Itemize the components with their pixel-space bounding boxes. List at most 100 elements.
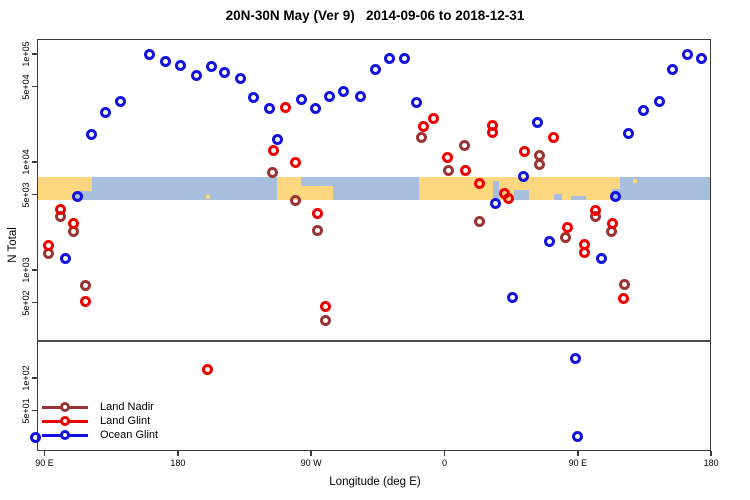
x-axis-title: Longitude (deg E) [329, 476, 421, 488]
point-ocean-glint [144, 49, 156, 61]
point-ocean-glint [609, 190, 621, 202]
point-land-glint [487, 127, 499, 139]
point-ocean-glint [354, 90, 366, 102]
point-land-nadir [474, 215, 486, 227]
y-tick-mark [32, 85, 37, 88]
point-ocean-glint [30, 432, 42, 444]
point-ocean-glint [532, 117, 544, 129]
point-land-glint [80, 295, 92, 307]
point-land-glint [474, 177, 486, 189]
y-tick-label: 1e+04 [21, 149, 31, 175]
point-ocean-glint [219, 66, 231, 78]
y-tick-label: 5e+01 [21, 397, 31, 424]
point-land-nadir [619, 278, 631, 290]
point-ocean-glint [72, 190, 84, 202]
point-land-nadir [533, 158, 545, 170]
x-tick-label: 180 [703, 458, 719, 468]
point-ocean-glint [190, 70, 202, 82]
legend-item-land-nadir: Land Nadir [42, 400, 158, 414]
y-tick-label: 5e+04 [21, 73, 31, 100]
point-land-nadir [312, 225, 324, 237]
point-ocean-glint [667, 63, 679, 75]
point-ocean-glint [569, 353, 581, 365]
land-nadir-symbol-icon [42, 400, 88, 414]
point-ocean-glint [596, 252, 608, 264]
land-segment [206, 195, 210, 199]
land-segment [612, 177, 620, 189]
land-segment [419, 177, 612, 200]
point-ocean-glint [543, 235, 555, 247]
threshold-line [37, 340, 711, 342]
point-ocean-glint [234, 72, 246, 84]
ocean-segment [554, 194, 562, 200]
point-ocean-glint [517, 170, 529, 182]
y-tick-label: 1e+02 [21, 365, 31, 391]
point-ocean-glint [85, 129, 97, 141]
x-tick-label: 90 E [568, 458, 588, 468]
point-ocean-glint [681, 49, 693, 61]
point-ocean-glint [205, 60, 217, 72]
legend: Land Nadir Land Glint Ocean Glint [42, 400, 158, 442]
point-land-nadir [320, 314, 332, 326]
point-land-glint [201, 363, 213, 375]
legend-item-land-glint: Land Glint [42, 414, 158, 428]
point-land-glint [618, 292, 630, 304]
point-ocean-glint [506, 291, 518, 303]
point-ocean-glint [160, 55, 172, 67]
point-land-glint [268, 144, 280, 156]
x-tick-label: 90 E [35, 458, 54, 468]
y-tick-label: 5e+03 [21, 181, 31, 208]
point-land-glint [548, 132, 560, 144]
point-land-glint [442, 152, 454, 164]
x-tick-mark [577, 451, 579, 456]
point-land-glint [54, 203, 66, 215]
y-axis-title: N Total [7, 227, 19, 263]
point-land-nadir [459, 140, 471, 152]
point-land-glint [607, 217, 619, 229]
point-ocean-glint [572, 430, 584, 442]
point-ocean-glint [337, 85, 349, 97]
point-ocean-glint [324, 91, 336, 103]
point-ocean-glint [174, 59, 186, 71]
x-tick-mark [710, 451, 712, 456]
x-tick-label: 90 W [300, 458, 322, 468]
x-tick-mark [310, 451, 312, 456]
point-ocean-glint [696, 53, 708, 65]
y-tick-mark [32, 301, 37, 304]
point-land-glint [460, 164, 472, 176]
y-tick-label: 1e+05 [21, 41, 31, 67]
point-ocean-glint [271, 133, 283, 145]
legend-label: Land Nadir [100, 401, 154, 413]
point-land-glint [519, 145, 531, 157]
point-land-nadir [290, 195, 302, 207]
point-ocean-glint [637, 105, 649, 117]
point-land-glint [320, 301, 332, 313]
point-land-nadir [80, 279, 92, 291]
point-ocean-glint [263, 103, 275, 115]
point-land-glint [280, 101, 292, 113]
land-segment [301, 186, 333, 200]
land-segment [76, 177, 92, 191]
point-land-glint [503, 192, 515, 204]
point-ocean-glint [623, 128, 635, 140]
ocean-segment [571, 196, 586, 200]
land-segment [633, 179, 637, 183]
point-ocean-glint [398, 52, 410, 64]
point-ocean-glint [248, 92, 260, 104]
point-ocean-glint [369, 64, 381, 76]
point-ocean-glint [309, 102, 321, 114]
point-ocean-glint [384, 53, 396, 65]
y-tick-mark [32, 161, 37, 163]
x-tick-mark [43, 451, 46, 456]
land-segment [277, 177, 301, 200]
x-tick-label: 0 [441, 458, 447, 468]
point-land-glint [561, 222, 573, 234]
legend-label: Land Glint [100, 415, 151, 427]
point-land-nadir [560, 231, 572, 243]
y-tick-mark [32, 409, 37, 412]
y-tick-label: 1e+03 [21, 257, 31, 283]
plot-area-border [37, 39, 711, 451]
map-band [37, 177, 711, 200]
ocean-segment [493, 181, 499, 200]
